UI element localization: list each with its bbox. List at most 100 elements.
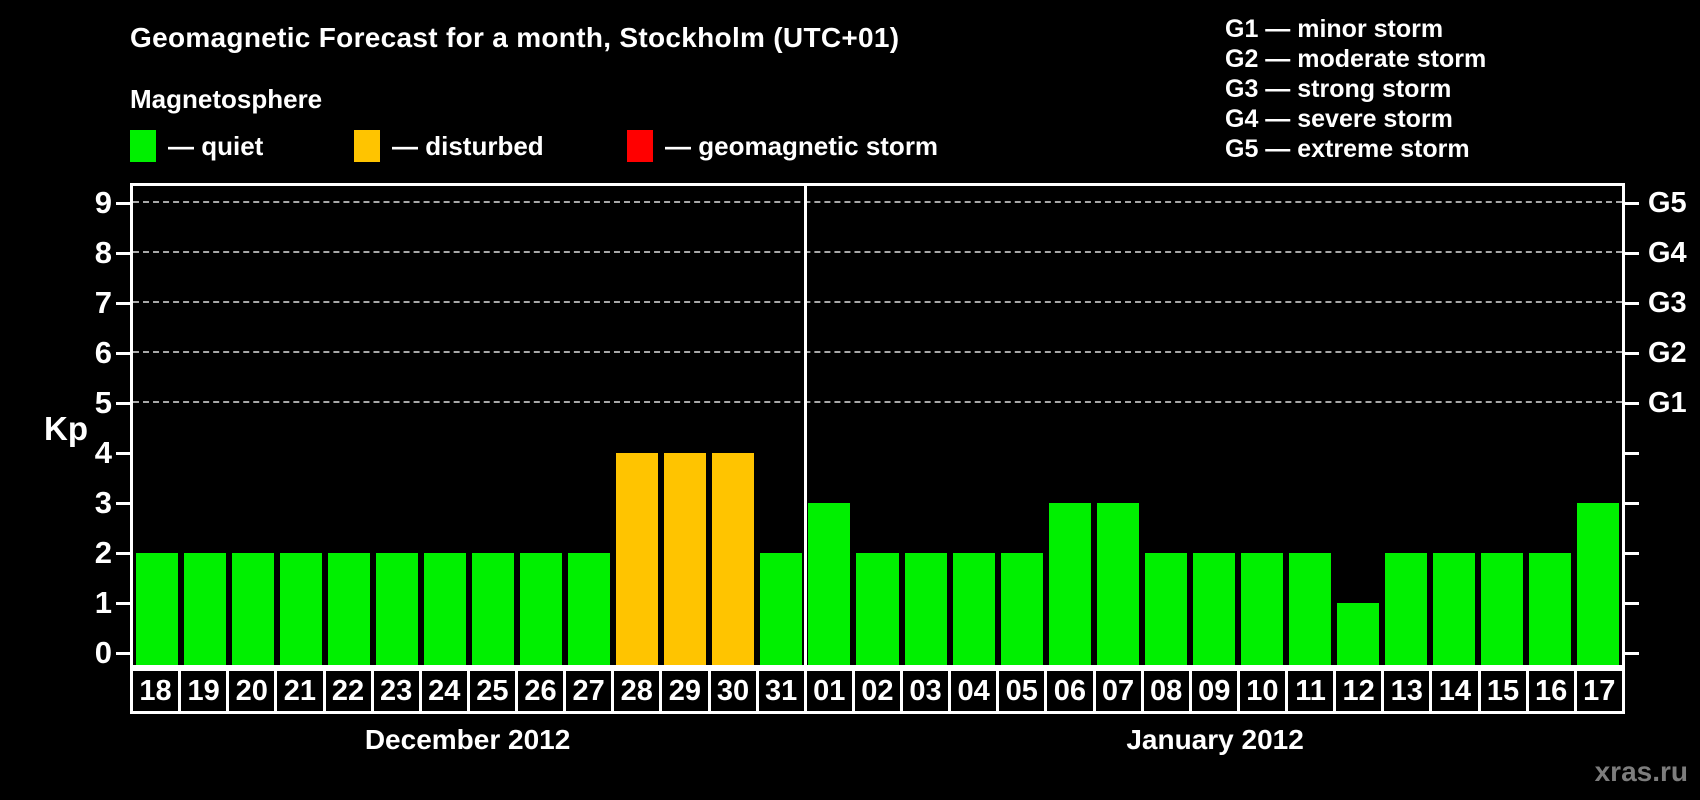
y-axis-tick-label-6: 6 bbox=[94, 335, 112, 370]
bar-day-11 bbox=[1288, 553, 1331, 665]
y-axis-tick-label-8: 8 bbox=[94, 235, 112, 270]
bar-slot-day-05 bbox=[998, 186, 1046, 665]
gridline-kp6 bbox=[133, 351, 1622, 353]
bar-slot-day-22 bbox=[325, 186, 373, 665]
day-label-cell-19: 19 bbox=[178, 668, 230, 714]
bar-slot-day-28 bbox=[613, 186, 661, 665]
bar-day-15 bbox=[1480, 553, 1523, 665]
bar-day-14 bbox=[1432, 553, 1475, 665]
day-label-cell-28: 28 bbox=[611, 668, 663, 714]
y-axis-tick-left-3 bbox=[116, 502, 130, 505]
bar-slot-day-01 bbox=[805, 186, 853, 665]
bar-day-18 bbox=[136, 553, 179, 665]
day-label-cell-29: 29 bbox=[659, 668, 711, 714]
bars-layer bbox=[133, 186, 1622, 665]
bar-day-13 bbox=[1384, 553, 1427, 665]
y-axis-tick-label-3: 3 bbox=[94, 485, 112, 520]
bar-slot-day-23 bbox=[373, 186, 421, 665]
bar-day-01 bbox=[808, 503, 851, 665]
y-axis-tick-left-2 bbox=[116, 552, 130, 555]
bar-slot-day-03 bbox=[902, 186, 950, 665]
g-legend-item-3: G3 — strong storm bbox=[1225, 75, 1452, 103]
g-level-label-G5: G5 bbox=[1648, 187, 1687, 219]
y-axis-tick-label-1: 1 bbox=[94, 585, 112, 620]
day-label-cell-09: 09 bbox=[1188, 668, 1240, 714]
bar-slot-day-25 bbox=[469, 186, 517, 665]
bar-slot-day-16 bbox=[1526, 186, 1574, 665]
gridline-kp7 bbox=[133, 301, 1622, 303]
day-label-cell-15: 15 bbox=[1477, 668, 1529, 714]
bar-slot-day-08 bbox=[1142, 186, 1190, 665]
y-axis-tick-left-7 bbox=[116, 302, 130, 305]
y-axis-tick-right-9 bbox=[1625, 202, 1639, 205]
day-label-cell-23: 23 bbox=[370, 668, 422, 714]
g-legend-item-1: G1 — minor storm bbox=[1225, 15, 1444, 43]
day-label-cell-10: 10 bbox=[1236, 668, 1288, 714]
g-legend-item-4: G4 — severe storm bbox=[1225, 105, 1453, 133]
bar-slot-day-19 bbox=[181, 186, 229, 665]
day-label-cell-25: 25 bbox=[466, 668, 518, 714]
gridline-kp5 bbox=[133, 401, 1622, 403]
y-axis-tick-left-4 bbox=[116, 452, 130, 455]
bar-slot-day-27 bbox=[565, 186, 613, 665]
bar-slot-day-07 bbox=[1094, 186, 1142, 665]
bar-slot-day-06 bbox=[1046, 186, 1094, 665]
day-label-cell-17: 17 bbox=[1573, 668, 1625, 714]
day-label-cell-01: 01 bbox=[803, 668, 855, 714]
bar-day-10 bbox=[1240, 553, 1283, 665]
gridline-kp8 bbox=[133, 251, 1622, 253]
y-axis-tick-left-1 bbox=[116, 602, 130, 605]
day-label-cell-11: 11 bbox=[1285, 668, 1337, 714]
bar-slot-day-04 bbox=[950, 186, 998, 665]
bar-slot-day-17 bbox=[1574, 186, 1622, 665]
y-axis-tick-left-9 bbox=[116, 202, 130, 205]
g-level-label-G2: G2 bbox=[1648, 337, 1687, 369]
y-axis-tick-right-4 bbox=[1625, 452, 1639, 455]
g-legend-item-5: G5 — extreme storm bbox=[1225, 135, 1470, 163]
y-axis-tick-right-8 bbox=[1625, 252, 1639, 255]
bar-slot-day-21 bbox=[277, 186, 325, 665]
legend-title-magnetosphere: Magnetosphere bbox=[130, 84, 323, 114]
bar-day-31 bbox=[760, 553, 803, 665]
y-axis-tick-right-5 bbox=[1625, 402, 1639, 405]
y-axis-tick-right-6 bbox=[1625, 352, 1639, 355]
bar-slot-day-10 bbox=[1238, 186, 1286, 665]
day-label-cell-07: 07 bbox=[1092, 668, 1144, 714]
day-label-cell-18: 18 bbox=[130, 668, 182, 714]
day-label-cell-04: 04 bbox=[948, 668, 1000, 714]
day-label-cell-31: 31 bbox=[755, 668, 807, 714]
watermark: xras.ru bbox=[1594, 756, 1688, 787]
bar-day-17 bbox=[1576, 503, 1619, 665]
month-separator-line bbox=[803, 186, 807, 665]
bar-slot-day-18 bbox=[133, 186, 181, 665]
bar-day-23 bbox=[376, 553, 419, 665]
gridline-kp9 bbox=[133, 201, 1622, 203]
day-label-cell-02: 02 bbox=[851, 668, 903, 714]
day-label-cell-08: 08 bbox=[1140, 668, 1192, 714]
g-scale-legend: G1 — minor storm G2 — moderate storm G3 — … bbox=[1225, 14, 1486, 164]
y-axis-tick-right-1 bbox=[1625, 602, 1639, 605]
x-axis-day-labels: 18 19 20 21 22 23 24 25 26 27 28 29 30 31 01 02 03 04 05 06… bbox=[130, 668, 1625, 714]
g-legend-item-2: G2 — moderate storm bbox=[1225, 45, 1487, 73]
y-axis-tick-label-2: 2 bbox=[94, 535, 112, 570]
bar-day-25 bbox=[472, 553, 515, 665]
day-label-cell-26: 26 bbox=[515, 668, 567, 714]
g-level-label-G1: G1 bbox=[1648, 387, 1687, 419]
bar-slot-day-13 bbox=[1382, 186, 1430, 665]
legend-label-storm: — geomagnetic storm bbox=[665, 130, 939, 161]
chart-title: Geomagnetic Forecast for a month, Stockh… bbox=[130, 22, 900, 53]
legend-swatch-disturbed-icon bbox=[354, 130, 380, 162]
bar-day-28 bbox=[616, 453, 659, 665]
day-label-cell-20: 20 bbox=[226, 668, 278, 714]
day-label-cell-12: 12 bbox=[1333, 668, 1385, 714]
bar-slot-day-02 bbox=[853, 186, 901, 665]
bar-day-21 bbox=[280, 553, 323, 665]
bar-slot-day-11 bbox=[1286, 186, 1334, 665]
bar-slot-day-24 bbox=[421, 186, 469, 665]
y-axis-tick-right-2 bbox=[1625, 552, 1639, 555]
bar-day-04 bbox=[952, 553, 995, 665]
y-axis-tick-label-9: 9 bbox=[94, 185, 112, 220]
bar-day-07 bbox=[1096, 503, 1139, 665]
g-level-label-G4: G4 bbox=[1648, 237, 1687, 269]
